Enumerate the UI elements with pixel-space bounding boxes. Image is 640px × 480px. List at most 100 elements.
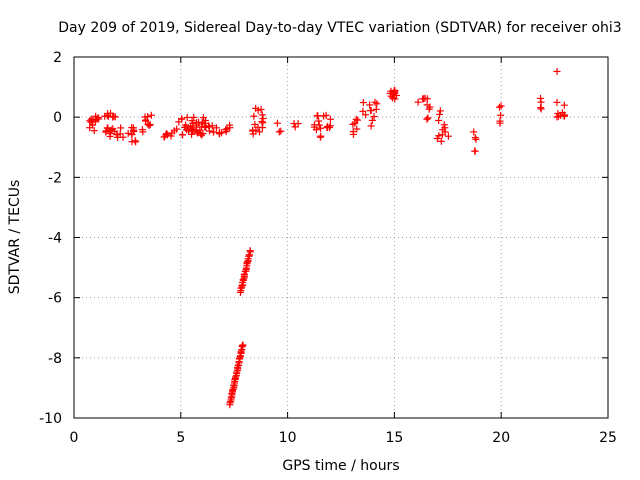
data-point [423, 115, 431, 123]
data-point [497, 111, 505, 119]
data-point [145, 122, 153, 130]
data-point [352, 115, 360, 123]
data-point [258, 118, 266, 126]
data-point [326, 115, 334, 123]
data-point [86, 124, 94, 132]
data-point [256, 128, 264, 136]
data-point [110, 112, 118, 120]
y-tick-label: -8 [48, 351, 62, 367]
data-point [537, 105, 545, 113]
data-point [193, 129, 201, 137]
data-point [359, 99, 367, 107]
data-point [173, 125, 181, 133]
data-point [106, 132, 114, 140]
chart-title: Day 209 of 2019, Sidereal Day-to-day VTE… [58, 20, 621, 36]
data-point [258, 111, 266, 119]
data-point [183, 113, 191, 121]
data-point [391, 87, 399, 95]
data-point [441, 128, 449, 136]
y-axis-label: SDTVAR / TECUs [7, 180, 23, 295]
data-point [371, 98, 379, 106]
x-tick-label: 5 [176, 430, 185, 446]
data-point [444, 132, 452, 140]
data-point [349, 120, 357, 128]
data-point [290, 120, 298, 128]
x-axis-label: GPS time / hours [282, 458, 399, 474]
y-tick-label: -2 [48, 170, 62, 186]
data-point [141, 113, 149, 121]
data-point [367, 107, 375, 115]
data-point [359, 107, 367, 115]
x-tick-label: 10 [279, 430, 297, 446]
data-point [198, 131, 206, 139]
data-point [257, 105, 265, 113]
x-axis-ticks: 0 5 10 15 20 25 [70, 57, 617, 446]
data-point [367, 122, 375, 130]
data-point [239, 341, 247, 349]
data-point [139, 128, 147, 136]
data-point [353, 125, 361, 133]
data-point [471, 134, 479, 142]
data-point [188, 117, 196, 125]
data-point [250, 112, 258, 120]
data-point [436, 110, 444, 118]
data-point [117, 124, 125, 132]
y-tick-label: 2 [53, 50, 62, 66]
data-point [209, 128, 217, 136]
data-point [103, 111, 111, 119]
data-point [252, 126, 260, 134]
y-tick-label: -4 [48, 231, 62, 247]
data-point [208, 122, 216, 130]
data-point [497, 102, 505, 110]
data-point [310, 123, 318, 131]
data-point [372, 105, 380, 113]
data-point [437, 137, 445, 145]
data-point [251, 120, 259, 128]
y-tick-label: 0 [53, 110, 62, 126]
data-point [322, 111, 330, 119]
data-point [472, 135, 480, 143]
data-point [239, 276, 247, 284]
data-point [198, 118, 206, 126]
data-point [366, 101, 374, 109]
data-point [424, 114, 432, 122]
data-point [187, 125, 195, 133]
data-point [246, 247, 254, 255]
data-point [414, 98, 422, 106]
data-point [147, 111, 155, 119]
data-point [560, 101, 568, 109]
data-point [315, 121, 323, 129]
data-point [387, 92, 395, 100]
x-tick-label: 15 [385, 430, 403, 446]
data-point [178, 131, 186, 139]
data-point [130, 128, 138, 136]
data-point [249, 127, 257, 135]
data-point [496, 119, 504, 127]
data-point [315, 117, 323, 125]
data-point [495, 103, 503, 111]
data-point [212, 124, 220, 132]
data-point [90, 127, 98, 135]
data-point [317, 124, 325, 132]
data-point [317, 132, 325, 140]
data-point [275, 128, 283, 136]
data-point [349, 128, 357, 136]
x-tick-label: 25 [599, 430, 617, 446]
data-point [537, 94, 545, 102]
data-point [142, 116, 150, 124]
data-point [259, 115, 267, 123]
data-point [216, 129, 224, 137]
data-point [435, 116, 443, 124]
data-point [470, 128, 478, 136]
data-point [554, 112, 562, 120]
data-point [160, 133, 168, 141]
data-point [102, 127, 110, 135]
data-point [291, 123, 299, 131]
data-point [277, 127, 285, 135]
data-point [124, 129, 132, 137]
data-point [273, 119, 281, 127]
data-point [553, 113, 561, 121]
data-point [178, 115, 186, 123]
data-point [436, 107, 444, 115]
